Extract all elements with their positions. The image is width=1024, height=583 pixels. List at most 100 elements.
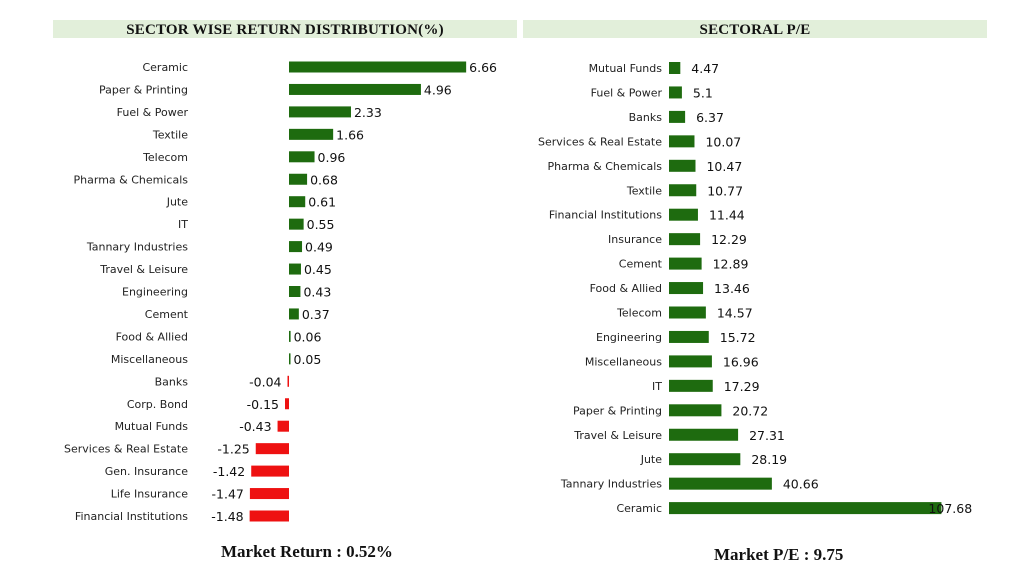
return-category-label: Tannary Industries bbox=[86, 241, 188, 254]
return-category-label: IT bbox=[178, 218, 188, 231]
return-value-label: 6.66 bbox=[469, 60, 497, 75]
pe-value-label: 17.29 bbox=[724, 379, 760, 394]
return-category-label: Banks bbox=[155, 375, 189, 388]
return-value-label: 0.61 bbox=[308, 195, 336, 210]
pe-category-label: Jute bbox=[640, 453, 663, 466]
return-bar bbox=[289, 106, 351, 118]
return-bar bbox=[251, 465, 289, 477]
pe-value-label: 27.31 bbox=[749, 428, 785, 443]
return-bar bbox=[289, 353, 291, 365]
return-category-label: Jute bbox=[166, 196, 189, 209]
return-value-label: -0.43 bbox=[239, 419, 271, 434]
pe-category-label: Financial Institutions bbox=[549, 209, 662, 222]
pe-category-label: Travel & Leisure bbox=[573, 429, 662, 442]
return-value-label: 0.43 bbox=[303, 285, 331, 300]
return-value-label: 4.96 bbox=[424, 82, 452, 97]
return-category-label: Telecom bbox=[142, 151, 188, 164]
return-chart-title: SECTOR WISE RETURN DISTRIBUTION(%) bbox=[53, 20, 517, 38]
return-bar bbox=[255, 443, 289, 455]
return-bar bbox=[289, 128, 334, 140]
market-return-summary: Market Return : 0.52% bbox=[221, 542, 393, 561]
return-category-label: Ceramic bbox=[142, 61, 188, 74]
pe-value-label: 10.47 bbox=[706, 159, 742, 174]
pe-category-label: Paper & Printing bbox=[573, 404, 662, 417]
pe-category-label: Food & Allied bbox=[590, 282, 662, 295]
pe-bar bbox=[669, 110, 686, 123]
pe-bar bbox=[669, 428, 739, 441]
return-bar bbox=[289, 263, 301, 275]
return-bar bbox=[277, 420, 289, 432]
return-value-label: 0.45 bbox=[304, 262, 332, 277]
pe-value-label: 10.77 bbox=[707, 183, 743, 198]
return-category-label: Miscellaneous bbox=[111, 353, 188, 366]
pe-value-label: 40.66 bbox=[783, 477, 819, 492]
return-value-label: 0.96 bbox=[318, 150, 346, 165]
return-bar bbox=[285, 398, 289, 410]
pe-category-label: Telecom bbox=[616, 307, 662, 320]
pe-category-label: IT bbox=[652, 380, 662, 393]
return-category-label: Textile bbox=[152, 128, 188, 141]
return-value-label: -1.48 bbox=[211, 509, 243, 524]
return-category-label: Corp. Bond bbox=[127, 398, 188, 411]
return-category-label: Cement bbox=[145, 308, 189, 321]
return-value-label: -1.47 bbox=[212, 487, 244, 502]
return-bar bbox=[289, 286, 301, 297]
return-bar bbox=[289, 196, 306, 208]
pe-bar bbox=[669, 282, 704, 295]
return-bar bbox=[289, 308, 299, 320]
return-category-label: Pharma & Chemicals bbox=[74, 173, 189, 186]
pe-bar bbox=[669, 404, 722, 417]
return-category-label: Paper & Printing bbox=[99, 83, 188, 96]
return-bar bbox=[249, 488, 289, 500]
pe-value-label: 13.46 bbox=[714, 281, 750, 296]
pe-bar bbox=[669, 184, 697, 197]
pe-value-label: 16.96 bbox=[723, 354, 759, 369]
pe-category-label: Insurance bbox=[608, 233, 662, 246]
pe-category-label: Services & Real Estate bbox=[538, 135, 662, 148]
return-value-label: 0.37 bbox=[302, 307, 330, 322]
pe-value-label: 20.72 bbox=[732, 403, 768, 418]
pe-bar bbox=[669, 208, 698, 221]
pe-value-label: 12.29 bbox=[711, 232, 747, 247]
return-category-label: Fuel & Power bbox=[117, 106, 189, 119]
pe-category-label: Engineering bbox=[596, 331, 662, 344]
pe-category-label: Miscellaneous bbox=[585, 355, 662, 368]
return-bar bbox=[289, 173, 308, 185]
pe-category-label: Ceramic bbox=[616, 502, 662, 515]
return-category-label: Gen. Insurance bbox=[105, 465, 188, 478]
pe-value-label: 15.72 bbox=[720, 330, 756, 345]
return-category-label: Life Insurance bbox=[111, 488, 189, 501]
return-bar bbox=[249, 510, 289, 522]
return-value-label: 2.33 bbox=[354, 105, 382, 120]
return-category-label: Services & Real Estate bbox=[64, 443, 188, 456]
pe-category-label: Banks bbox=[629, 111, 663, 124]
return-value-label: -0.04 bbox=[249, 374, 281, 389]
return-value-label: 0.05 bbox=[294, 352, 322, 367]
pe-bar bbox=[669, 86, 682, 99]
return-bar bbox=[289, 83, 421, 95]
pe-value-label: 10.07 bbox=[705, 134, 741, 149]
sectoral-pe-chart: Mutual Funds 4.47 Fuel & Power 5.1 Banks 6.37… bbox=[538, 61, 972, 516]
pe-value-label: 12.89 bbox=[713, 257, 749, 272]
return-category-label: Food & Allied bbox=[116, 330, 188, 343]
return-value-label: -1.25 bbox=[217, 442, 249, 457]
return-category-label: Mutual Funds bbox=[115, 420, 189, 433]
return-value-label: 1.66 bbox=[336, 127, 364, 142]
pe-bar bbox=[669, 330, 709, 343]
pe-bar bbox=[669, 159, 696, 172]
return-category-label: Travel & Leisure bbox=[99, 263, 188, 276]
return-value-label: 0.06 bbox=[294, 329, 322, 344]
pe-value-label: 5.1 bbox=[693, 85, 713, 100]
return-category-label: Financial Institutions bbox=[75, 510, 188, 523]
return-bar bbox=[289, 330, 291, 342]
pe-bar bbox=[669, 355, 712, 368]
pe-category-label: Pharma & Chemicals bbox=[548, 160, 663, 173]
return-value-label: 0.68 bbox=[310, 172, 338, 187]
pe-value-label: 11.44 bbox=[709, 208, 745, 223]
market-pe-summary: Market P/E : 9.75 bbox=[714, 545, 844, 564]
return-bar bbox=[289, 218, 304, 230]
pe-chart-title: SECTORAL P/E bbox=[523, 20, 987, 38]
pe-category-label: Tannary Industries bbox=[560, 478, 662, 491]
pe-bar bbox=[669, 135, 695, 148]
